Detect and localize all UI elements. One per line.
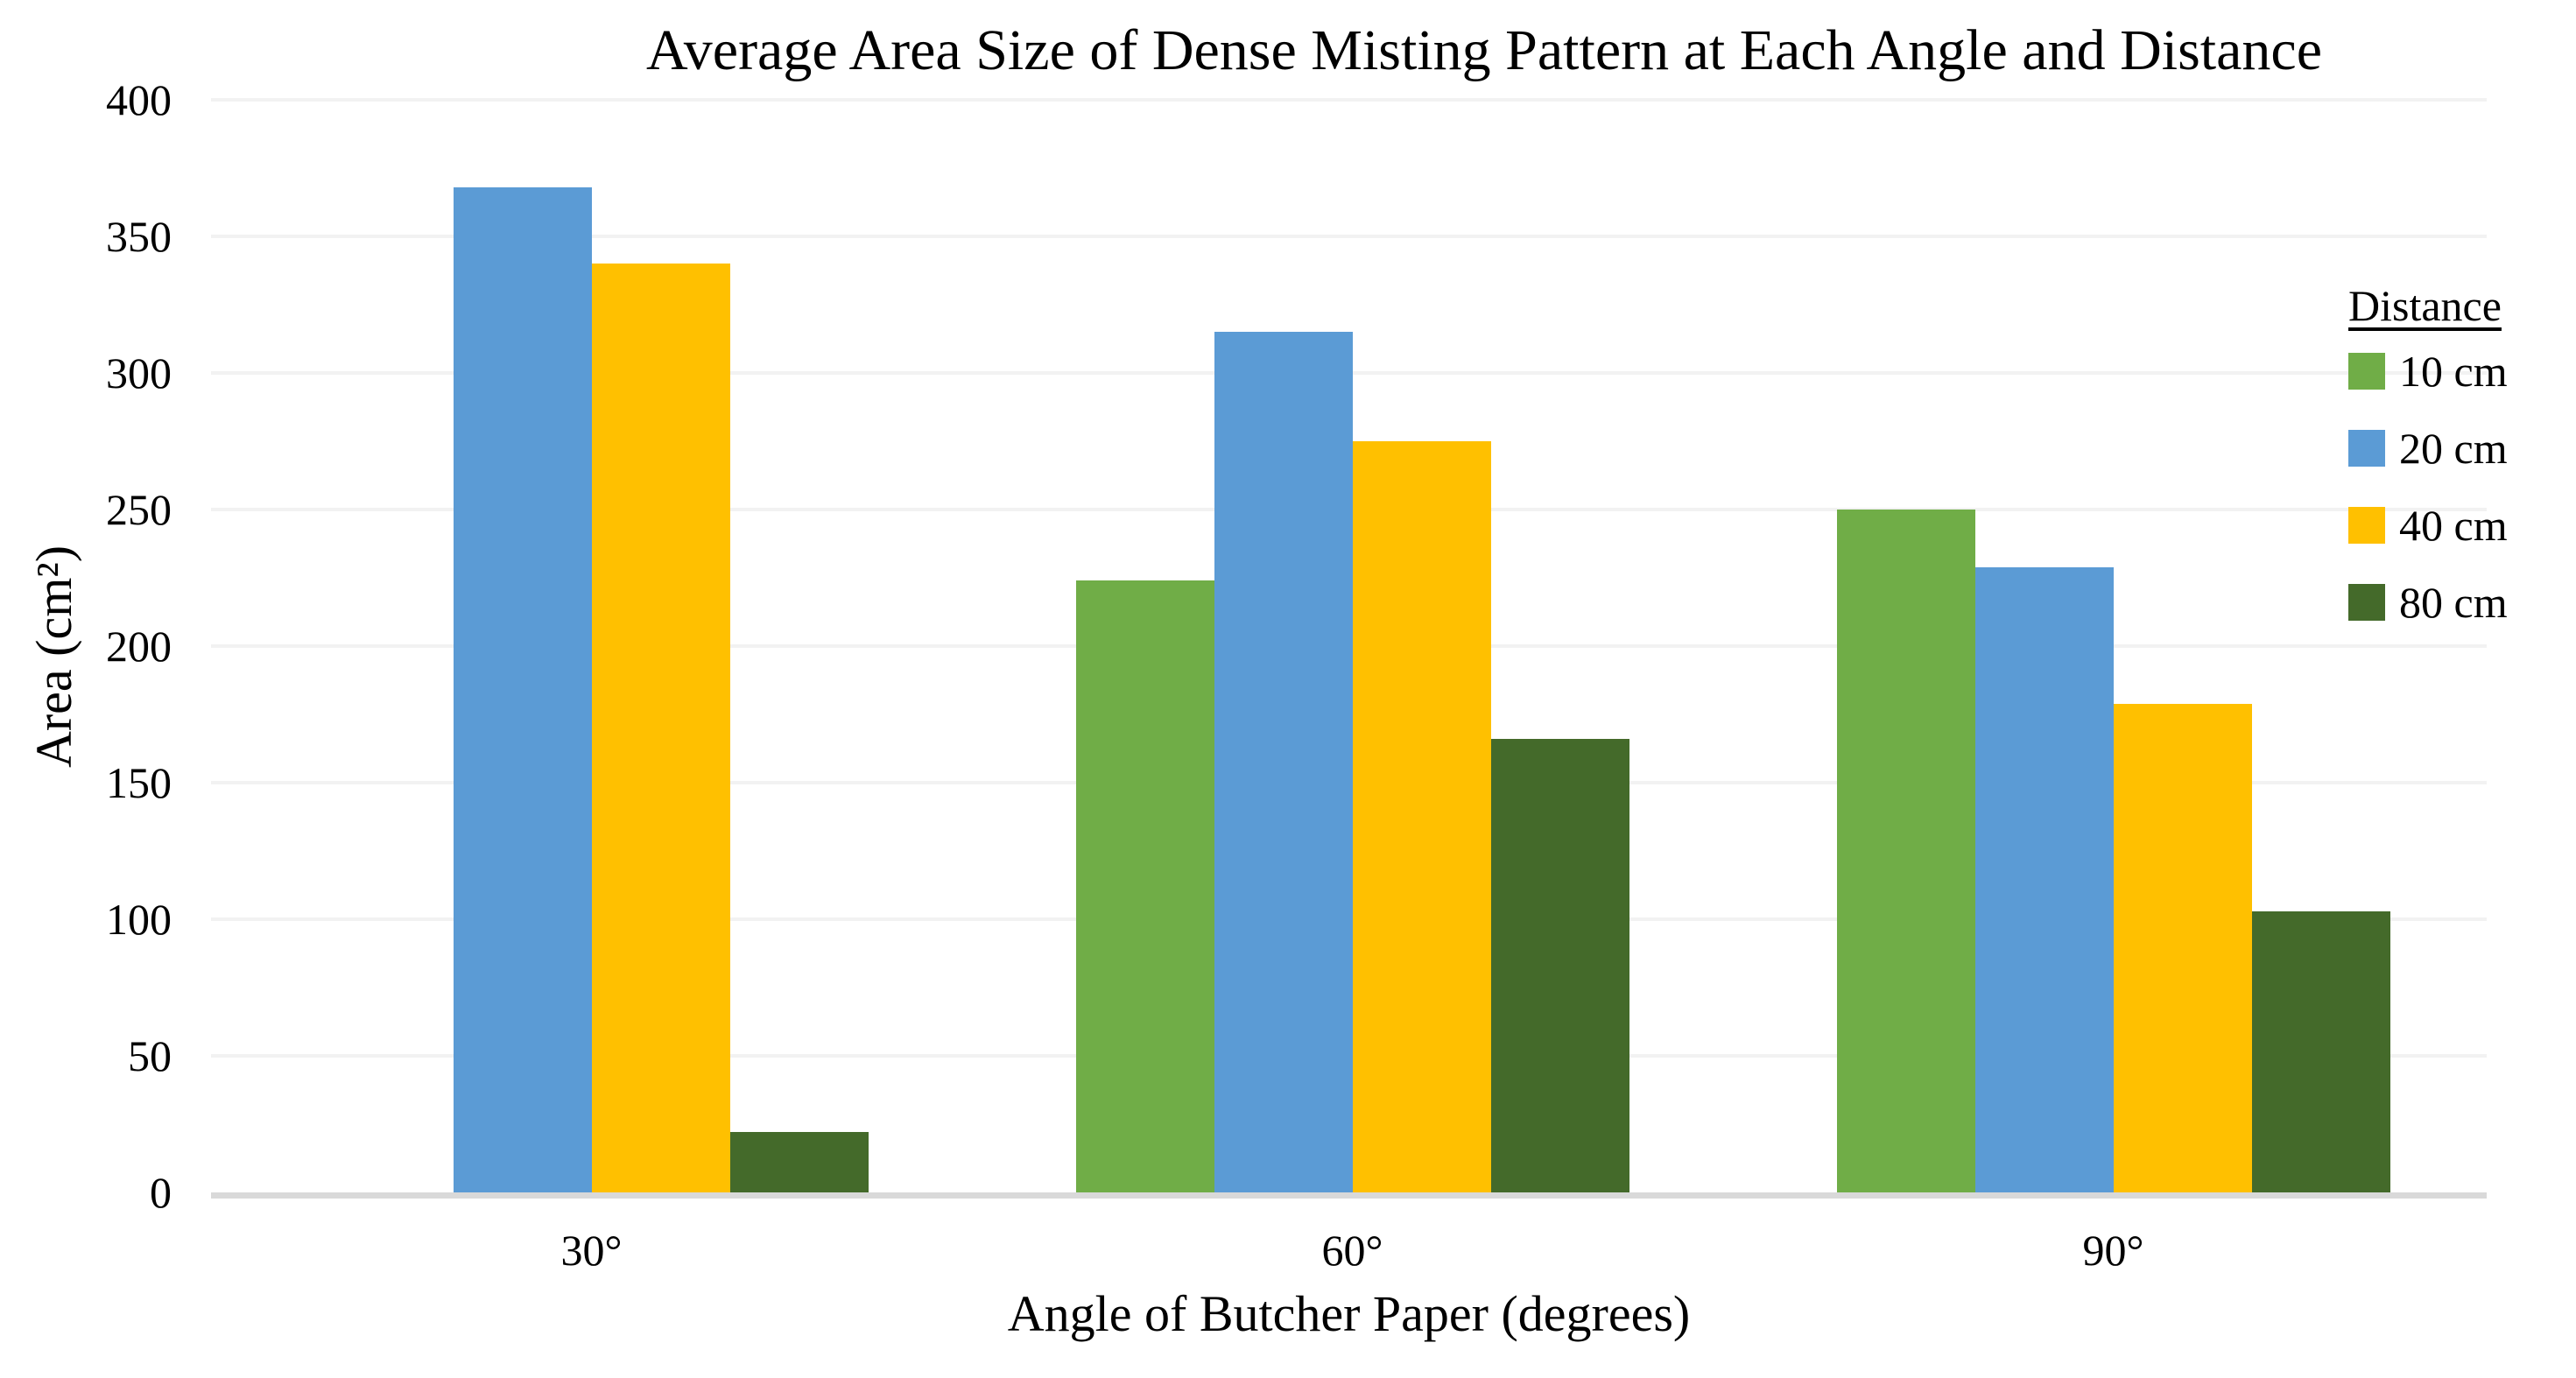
bar bbox=[2251, 910, 2390, 1192]
bar bbox=[1974, 566, 2114, 1192]
category-label: 90° bbox=[2082, 1226, 2144, 1275]
bar bbox=[453, 186, 592, 1192]
bar-group bbox=[1836, 510, 2390, 1192]
bar bbox=[1075, 580, 1214, 1192]
bar bbox=[591, 264, 730, 1192]
legend-title: Distance bbox=[2348, 281, 2502, 330]
bar bbox=[729, 1132, 869, 1192]
y-tick-label: 100 bbox=[106, 895, 172, 944]
legend-label: 20 cm bbox=[2399, 424, 2508, 473]
y-tick-label: 400 bbox=[106, 75, 172, 124]
legend: Distance 10 cm 20 cm 40 cm 80 cm bbox=[2348, 278, 2576, 641]
chart-title: Average Area Size of Dense Misting Patte… bbox=[646, 18, 2322, 82]
bar bbox=[1490, 739, 1629, 1192]
legend-swatch bbox=[2348, 584, 2385, 621]
y-tick-label: 50 bbox=[128, 1031, 172, 1080]
legend-swatch bbox=[2348, 507, 2385, 544]
legend-swatch bbox=[2348, 430, 2385, 467]
gridline bbox=[211, 98, 2487, 102]
bar bbox=[1352, 441, 1491, 1192]
bar bbox=[2113, 703, 2252, 1192]
legend-item: 40 cm bbox=[2348, 487, 2576, 564]
bar bbox=[1214, 332, 1353, 1192]
plot-area bbox=[211, 98, 2487, 1199]
y-tick-label: 0 bbox=[150, 1168, 172, 1217]
legend-items: 10 cm 20 cm 40 cm 80 cm bbox=[2348, 333, 2576, 641]
y-tick-label: 350 bbox=[106, 212, 172, 261]
y-tick-label: 250 bbox=[106, 485, 172, 534]
category-label: 60° bbox=[1321, 1226, 1383, 1275]
legend-item: 80 cm bbox=[2348, 564, 2576, 641]
bar bbox=[1836, 510, 1975, 1192]
legend-label: 80 cm bbox=[2399, 578, 2508, 627]
legend-item: 20 cm bbox=[2348, 410, 2576, 487]
category-label: 30° bbox=[560, 1226, 623, 1275]
legend-label: 40 cm bbox=[2399, 501, 2508, 550]
y-tick-label: 150 bbox=[106, 758, 172, 807]
y-tick-label: 300 bbox=[106, 348, 172, 397]
legend-item: 10 cm bbox=[2348, 333, 2576, 410]
bar-group bbox=[315, 186, 869, 1192]
bar-group bbox=[1075, 332, 1629, 1192]
x-axis-title: Angle of Butcher Paper (degrees) bbox=[1007, 1285, 1691, 1342]
y-tick-label: 200 bbox=[106, 622, 172, 671]
legend-label: 10 cm bbox=[2399, 347, 2508, 396]
legend-swatch bbox=[2348, 353, 2385, 390]
gridline bbox=[211, 235, 2487, 238]
